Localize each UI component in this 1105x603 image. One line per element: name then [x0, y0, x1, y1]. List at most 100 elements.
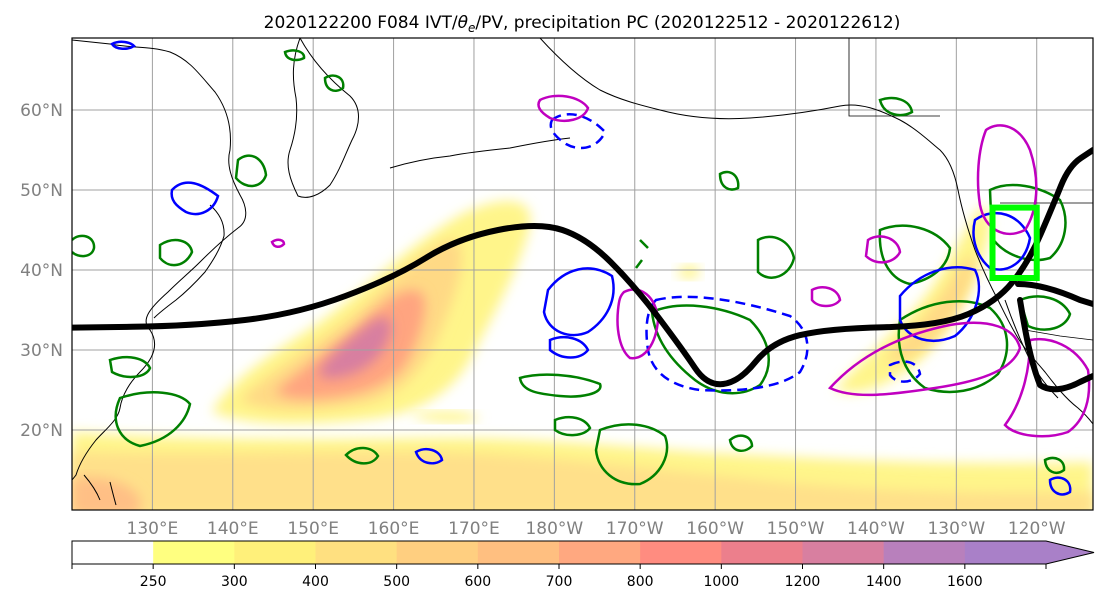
colorbar-tick-label: 300	[221, 574, 248, 590]
coast-aleutians	[389, 137, 571, 169]
coastlines	[72, 38, 1093, 506]
precip-contour	[635, 239, 649, 269]
colorbar-tick-label: 500	[383, 574, 410, 590]
magenta-contours	[270, 94, 1091, 438]
title-suffix: /PV, precipitation PC (2020122512 - 2020…	[475, 13, 900, 33]
pv-contour	[542, 267, 615, 337]
x-tick-label: 130°W	[927, 519, 985, 539]
coast-asia	[72, 39, 247, 481]
magenta-contour	[864, 235, 902, 264]
precip-contour	[878, 96, 914, 117]
colorbar-extend-arrow	[1046, 541, 1094, 564]
coast-alaska	[539, 38, 959, 191]
title-theta: θ	[458, 13, 469, 33]
x-tick-label: 160°W	[686, 519, 744, 539]
coast-japan	[153, 204, 225, 319]
x-tick-label: 140°E	[207, 519, 259, 539]
precip-contour	[108, 356, 152, 379]
colorbar-segment	[315, 541, 398, 564]
ivt-tropical-band-mid	[72, 452, 1093, 510]
colorbar-tick-label: 1000	[704, 574, 740, 590]
colorbar-tick-label: 600	[464, 574, 491, 590]
precip-contour	[1043, 456, 1066, 474]
colorbar-segment	[883, 541, 966, 564]
ivt-shading	[72, 201, 1093, 510]
magenta-contour	[537, 94, 590, 122]
precip-contour	[518, 373, 602, 398]
magenta-contour	[1003, 337, 1091, 438]
precip-contour	[344, 446, 380, 465]
magenta-contour	[810, 286, 842, 308]
theta-e-contour-line-south	[1015, 281, 1093, 393]
colorbar-tick-label: 1400	[866, 574, 902, 590]
colorbar-tick-label: 800	[627, 574, 654, 590]
y-tick-label: 50°N	[20, 181, 63, 201]
colorbar: 250 300 400 500 600 700 800 1000 1200 1400 1600	[71, 540, 1095, 590]
y-tick-label: 40°N	[20, 261, 63, 281]
precip-contour	[323, 74, 345, 92]
precip-contour	[897, 300, 1009, 394]
y-tick-label: 20°N	[20, 421, 63, 441]
colorbar-tick-label: 400	[302, 574, 329, 590]
colorbar-segment	[153, 541, 235, 564]
y-tick-labels: 20°N 30°N 40°N 50°N 60°N	[20, 101, 63, 441]
pv-contour	[1048, 476, 1072, 496]
pv-contour-dashed	[888, 360, 922, 383]
x-tick-label: 180°W	[525, 519, 583, 539]
pv-contour	[170, 181, 220, 216]
precip-contour	[72, 234, 96, 258]
coast-kamchatka	[287, 38, 359, 198]
colorbar-segment	[640, 541, 722, 564]
x-tick-label: 160°E	[368, 519, 420, 539]
map-area	[72, 38, 1093, 510]
x-tick-label: 150°E	[287, 519, 339, 539]
border-canada-us	[848, 38, 1093, 204]
colorbar-segment	[721, 541, 803, 564]
colorbar-segment	[964, 541, 1047, 564]
y-tick-label: 30°N	[20, 341, 63, 361]
precip-contour	[158, 238, 194, 267]
pv-contour	[972, 211, 1032, 271]
magenta-contour	[976, 124, 1038, 236]
title-prefix: 2020122200 F084 IVT/	[264, 13, 458, 33]
colorbar-segment	[802, 541, 885, 564]
precip-contour	[283, 49, 306, 62]
magenta-contour	[827, 321, 1022, 397]
target-region-box	[989, 204, 1040, 282]
x-tick-label: 140°W	[847, 519, 905, 539]
precip-contour	[650, 304, 770, 395]
ivt-patch-dateline	[676, 265, 700, 279]
precip-contour	[728, 434, 754, 453]
x-tick-label: 170°E	[448, 519, 500, 539]
ivt-ar-west-core	[318, 317, 392, 379]
precip-contour	[718, 170, 740, 191]
pv-contour	[548, 336, 590, 359]
precip-contour	[1018, 295, 1072, 331]
x-tick-label: 170°W	[606, 519, 664, 539]
x-tick-label: 150°W	[767, 519, 825, 539]
colorbar-outline	[71, 540, 1095, 565]
colorbar-tick-label: 250	[140, 574, 167, 590]
x-tick-label: 130°E	[127, 519, 179, 539]
border-us-mexico	[1024, 329, 1093, 341]
precip-contour	[234, 154, 268, 188]
ivt-ar-west-mid	[240, 239, 462, 410]
title-theta-sub: e	[468, 21, 475, 35]
x-tick-labels: 130°E 140°E 150°E 160°E 170°E 180°W 170°W 160°W…	[127, 519, 1066, 539]
precip-pc-contours	[72, 49, 1072, 486]
precip-contour	[988, 183, 1067, 262]
colorbar-segment	[72, 541, 154, 564]
theta-e-contour-line	[72, 147, 1093, 388]
pv-contour	[414, 448, 444, 465]
coast-philippines	[83, 474, 117, 506]
coast-north-america	[957, 189, 1093, 425]
magenta-contour	[270, 238, 286, 248]
precip-contour	[553, 416, 592, 437]
graticule	[72, 38, 1093, 510]
pv-contour	[110, 40, 136, 50]
colorbar-segment	[396, 541, 479, 564]
colorbar-segment	[234, 541, 316, 564]
colorbar-tick-label: 1200	[785, 574, 821, 590]
ivt-tropical-band-inner	[72, 477, 140, 510]
pv-contour	[898, 266, 981, 342]
